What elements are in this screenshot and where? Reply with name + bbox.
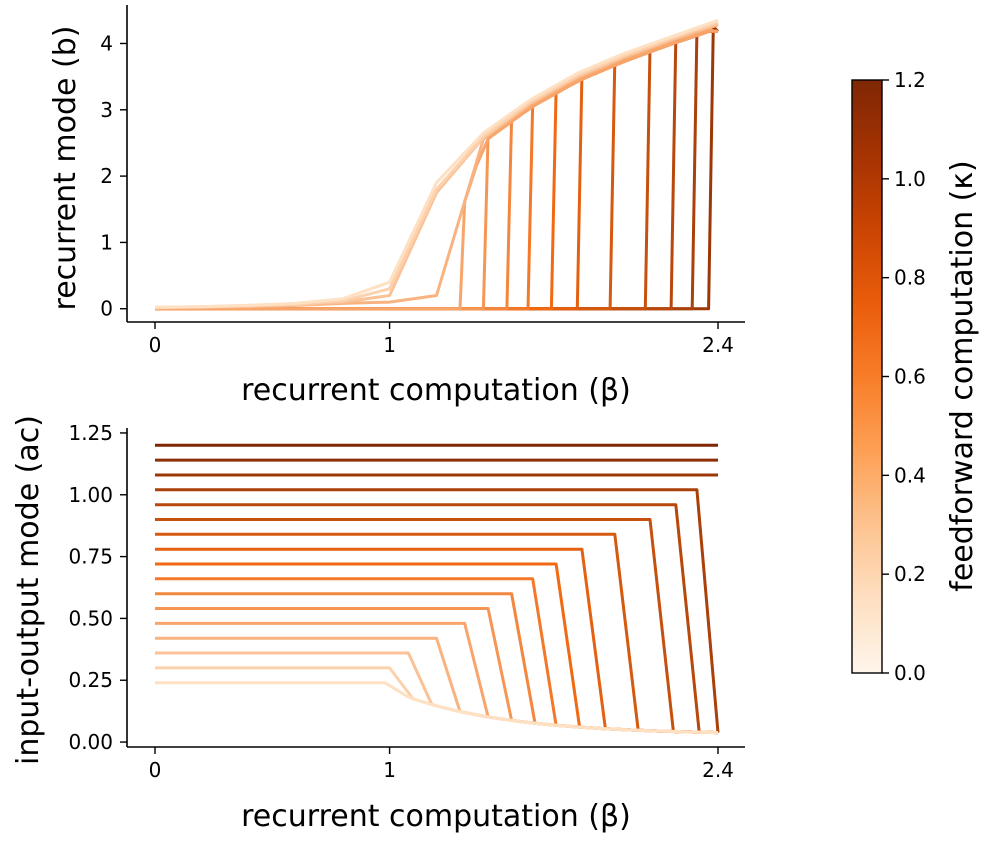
bottom-chart: 0.000.250.500.751.001.25 0 1 2.4 recurrent… — [11, 415, 745, 834]
top-y-tick-label: 2 — [100, 164, 113, 188]
colorbar: 0.0 0.2 0.4 0.6 0.8 1.0 1.2 feedforward comput… — [851, 68, 980, 685]
bottom-series-line — [155, 681, 719, 735]
top-x-tick-label: 0 — [149, 333, 162, 357]
bottom-x-tick-label: 2.4 — [702, 758, 734, 782]
colorbar-gradient — [851, 79, 883, 674]
bottom-x-ticks: 0 1 2.4 — [149, 747, 734, 782]
top-y-tick-label: 0 — [100, 297, 113, 321]
bottom-y-tick-label: 0.00 — [68, 730, 113, 754]
bottom-series-group — [155, 443, 720, 735]
colorbar-ticks: 0.0 0.2 0.4 0.6 0.8 1.0 1.2 — [882, 68, 926, 685]
top-series-line — [155, 29, 719, 311]
top-y-ticks: 0 1 2 3 4 — [100, 31, 127, 321]
bottom-y-tick-label: 1.00 — [68, 483, 113, 507]
top-y-tick-label: 4 — [100, 31, 113, 55]
top-series-line — [155, 29, 719, 311]
bottom-series-line — [155, 607, 719, 735]
bottom-series-line — [155, 488, 720, 733]
bottom-y-label: input-output mode (ac) — [11, 415, 46, 765]
bottom-x-tick-label: 1 — [383, 758, 396, 782]
top-series-line — [155, 29, 719, 311]
colorbar-label: feedforward computation (κ) — [945, 160, 980, 591]
colorbar-tick-label: 0.2 — [894, 562, 926, 586]
colorbar-tick-label: 1.0 — [894, 167, 926, 191]
top-x-tick-label: 1 — [383, 333, 396, 357]
top-x-tick-label: 2.4 — [702, 333, 734, 357]
top-series-line — [155, 29, 719, 311]
top-series-group — [154, 18, 720, 311]
top-series-line — [154, 23, 719, 310]
top-series-line — [155, 29, 719, 311]
top-series-line — [155, 25, 720, 311]
colorbar-tick-label: 0.6 — [894, 365, 926, 389]
colorbar-tick-label: 0.8 — [894, 266, 926, 290]
bottom-y-tick-label: 0.75 — [68, 545, 113, 569]
colorbar-tick-label: 0.4 — [894, 463, 926, 487]
top-series-line — [155, 29, 719, 311]
bottom-x-label: recurrent computation (β) — [241, 799, 631, 834]
bottom-x-tick-label: 0 — [149, 758, 162, 782]
top-series-line — [154, 18, 719, 309]
bottom-y-tick-label: 0.25 — [68, 668, 113, 692]
top-series-line — [155, 29, 719, 311]
top-y-tick-label: 1 — [100, 230, 113, 254]
top-series-line — [154, 22, 719, 309]
bottom-series-line — [155, 577, 719, 735]
colorbar-tick-label: 1.2 — [894, 68, 926, 92]
bottom-y-tick-label: 0.50 — [68, 606, 113, 630]
top-x-ticks: 0 1 2.4 — [149, 322, 734, 357]
bottom-y-tick-label: 1.25 — [68, 421, 113, 445]
top-series-line — [155, 29, 719, 311]
top-x-label: recurrent computation (β) — [241, 373, 631, 408]
top-series-line — [155, 29, 719, 311]
colorbar-tick-label: 0.0 — [894, 661, 926, 685]
top-series-line — [155, 29, 719, 311]
top-series-line — [154, 20, 719, 309]
bottom-y-ticks: 0.00 0.25 0.50 0.75 1.00 1.25 — [68, 421, 127, 754]
top-y-label: recurrent mode (b) — [48, 26, 83, 311]
top-y-tick-label: 3 — [100, 98, 113, 122]
bottom-series-line — [155, 592, 719, 735]
